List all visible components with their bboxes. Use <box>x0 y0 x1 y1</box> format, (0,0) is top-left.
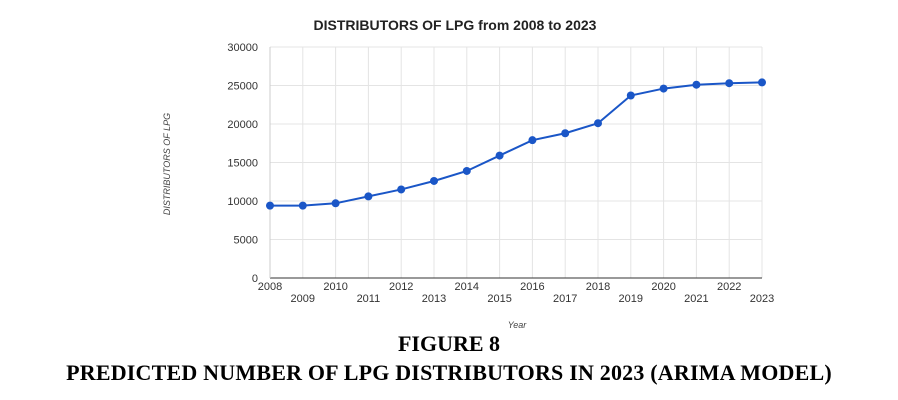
figure-number: FIGURE 8 <box>397 331 501 356</box>
y-tick-label: 30000 <box>227 42 258 54</box>
gridlines <box>269 46 763 279</box>
chart-title: DISTRIBUTORS OF LPG from 2008 to 2023 <box>314 17 597 33</box>
y-tick-label: 10000 <box>227 196 258 208</box>
data-point <box>397 185 406 194</box>
x-tick-label: 2019 <box>619 293 643 305</box>
data-point <box>266 201 274 210</box>
x-tick-label: 2011 <box>357 293 381 305</box>
series-line <box>270 81 763 207</box>
data-point <box>495 151 504 160</box>
data-point <box>364 192 373 201</box>
y-tick-label: 5000 <box>234 235 258 247</box>
series-group <box>266 78 766 210</box>
x-tick-label: 2014 <box>455 281 479 293</box>
x-tick-label: 2023 <box>750 293 774 305</box>
data-point <box>462 166 471 175</box>
x-tick-label: 2008 <box>258 281 282 293</box>
x-tick-label: 2017 <box>553 293 577 305</box>
data-point <box>528 136 537 145</box>
x-tick-label: 2009 <box>291 293 315 305</box>
line-chart: DISTRIBUTORS OF LPG from 2008 to 2023 30… <box>162 17 774 330</box>
data-point <box>758 78 766 87</box>
y-tick-label: 0 <box>252 273 258 285</box>
y-tick-labels: 30000 25000 20000 15000 10000 5000 0 <box>227 42 258 285</box>
data-point <box>659 84 668 93</box>
x-axis-label: Year <box>508 320 528 330</box>
data-point <box>594 119 602 128</box>
axes <box>269 47 762 279</box>
data-point <box>331 199 340 208</box>
x-tick-label: 2020 <box>651 281 675 293</box>
data-point <box>626 91 635 100</box>
x-tick-label: 2016 <box>520 281 544 293</box>
x-tick-label: 2021 <box>684 293 708 305</box>
x-tick-label: 2022 <box>717 281 741 293</box>
data-point <box>692 80 701 89</box>
x-tick-label: 2015 <box>487 293 511 305</box>
data-point <box>298 201 307 210</box>
y-tick-label: 15000 <box>227 158 258 170</box>
data-point <box>561 129 570 138</box>
figure-caption: PREDICTED NUMBER OF LPG DISTRIBUTORS IN … <box>66 360 832 385</box>
y-axis-label: DISTRIBUTORS OF LPG <box>162 113 172 215</box>
x-tick-label: 2013 <box>422 293 446 305</box>
x-tick-label: 2012 <box>389 281 413 293</box>
x-tick-label: 2010 <box>323 281 347 293</box>
data-point <box>430 176 438 185</box>
y-tick-label: 25000 <box>227 81 258 93</box>
x-tick-labels: 2008 2009 2010 2011 2012 2013 2014 2015 2016 2017… <box>258 281 774 305</box>
data-point <box>725 79 734 88</box>
y-tick-label: 20000 <box>227 119 258 131</box>
x-tick-label: 2018 <box>586 281 610 293</box>
